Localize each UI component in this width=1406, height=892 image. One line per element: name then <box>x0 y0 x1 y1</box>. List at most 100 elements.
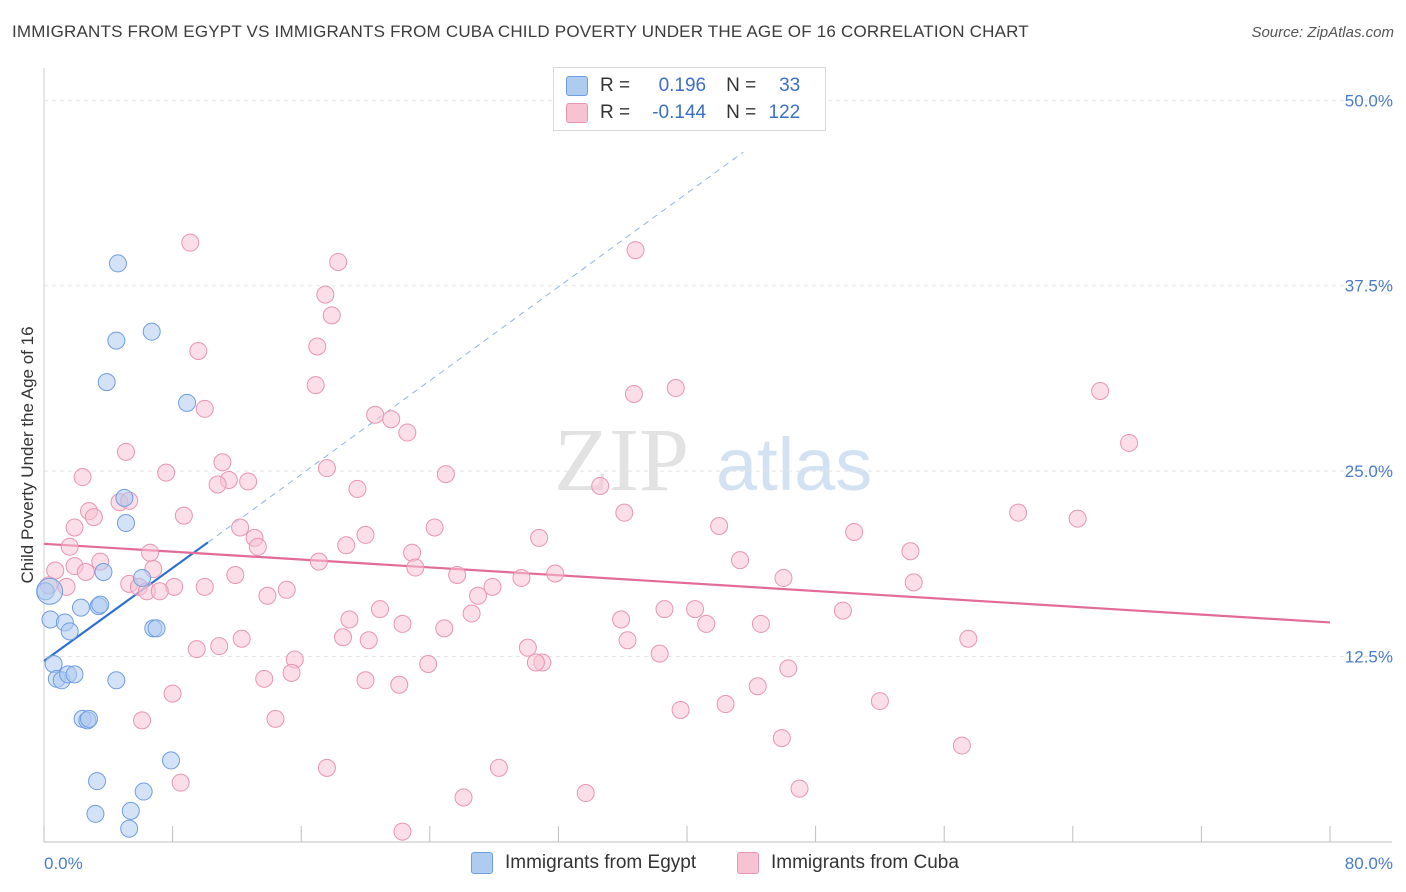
cuba-point <box>356 525 375 544</box>
cuba-point <box>46 561 65 580</box>
cuba-point <box>333 628 352 647</box>
cuba-point <box>157 463 176 482</box>
cuba-point <box>546 564 565 583</box>
cuba-point <box>308 337 327 356</box>
bottom-legend-cuba: Immigrants from Cuba <box>737 852 959 874</box>
cuba-point <box>393 614 412 633</box>
cuba-point <box>526 653 545 672</box>
cuba-point <box>316 285 335 304</box>
cuba-point <box>959 629 978 648</box>
cuba-point <box>317 758 336 777</box>
cuba-point <box>425 518 444 537</box>
cuba-point <box>489 758 508 777</box>
cuba-point <box>403 543 422 562</box>
cuba-point <box>141 543 160 562</box>
cuba-point <box>73 468 92 487</box>
legend-egypt-r: 0.196 <box>658 75 707 96</box>
cuba-point <box>591 476 610 495</box>
egypt-point <box>120 819 139 838</box>
egypt-point <box>71 598 90 617</box>
x-tick-label-min: 0.0% <box>44 854 83 873</box>
cuba-point <box>901 542 920 561</box>
egypt-point-cluster <box>36 577 64 605</box>
watermark: ZIP atlas <box>554 411 872 510</box>
cuba-point <box>870 692 889 711</box>
bottom-legend-egypt-label: Immigrants from Egypt <box>505 852 697 873</box>
cuba-point <box>716 695 735 714</box>
cuba-point <box>790 779 809 798</box>
watermark-zip: ZIP <box>554 411 689 510</box>
egypt-point <box>178 393 197 412</box>
watermark-atlas: atlas <box>716 423 872 506</box>
egypt-point <box>147 619 166 638</box>
cuba-point <box>845 522 864 541</box>
cuba-point <box>382 410 401 429</box>
cuba-point <box>171 773 190 792</box>
gridlines <box>44 99 1392 658</box>
egypt-trendline-extension <box>207 151 744 543</box>
legend-n-label: N = <box>726 75 757 96</box>
cuba-point <box>174 506 193 525</box>
legend-row-egypt: R = 0.196 N = 33 <box>566 74 800 98</box>
egypt-point <box>86 804 105 823</box>
cuba-point <box>329 252 348 271</box>
egypt-trendline <box>43 541 209 662</box>
bottom-legend: Immigrants from Egypt Immigrants from Cu… <box>0 852 1406 878</box>
cuba-point <box>1068 509 1087 528</box>
cuba-point <box>393 822 412 841</box>
cuba-point <box>462 604 481 623</box>
cuba-point <box>366 405 385 424</box>
cuba-point <box>317 459 336 478</box>
cuba-point <box>626 241 645 260</box>
cuba-trendline <box>43 542 1331 624</box>
cuba-point <box>163 684 182 703</box>
cuba-point <box>576 784 595 803</box>
cuba-point <box>189 341 208 360</box>
cuba-point <box>697 614 716 633</box>
cuba-point <box>306 376 325 395</box>
source-label: Source: ZipAtlas.com <box>1251 24 1394 41</box>
cuba-point <box>419 654 438 673</box>
x-tick-label-max: 80.0% <box>1345 854 1393 873</box>
cuba-point <box>448 565 467 584</box>
cuba-point <box>612 610 631 629</box>
cuba-point <box>624 384 643 403</box>
egypt-point <box>107 671 126 690</box>
egypt-point <box>44 654 63 673</box>
cuba-point <box>904 573 923 592</box>
egypt-point <box>107 331 126 350</box>
cuba-point <box>181 233 200 252</box>
legend-row-cuba: R = -0.144 N = 122 <box>566 101 800 125</box>
y-axis-label: Child Poverty Under the Age of 16 <box>18 326 37 583</box>
cuba-point <box>255 669 274 688</box>
legend-cuba-r: -0.144 <box>652 102 707 123</box>
cuba-point <box>435 619 454 638</box>
cuba-point <box>833 601 852 620</box>
cuba-point <box>277 580 296 599</box>
cuba-point <box>390 675 409 694</box>
cuba-point <box>710 517 729 536</box>
cuba-point <box>195 399 214 418</box>
bottom-legend-egypt: Immigrants from Egypt <box>471 852 696 874</box>
cuba-point <box>650 644 669 663</box>
egypt-point <box>80 709 99 728</box>
chart-title: IMMIGRANTS FROM EGYPT VS IMMIGRANTS FROM… <box>12 22 1029 41</box>
cuba-point <box>208 475 227 494</box>
egypt-point <box>60 622 79 641</box>
cuba-point <box>282 663 301 682</box>
correlation-legend: R = 0.196 N = 33 R = -0.144 N = 122 <box>553 67 826 131</box>
cuba-point <box>615 503 634 522</box>
egypt-point <box>142 322 161 341</box>
y-tick-label: 25.0% <box>1345 462 1393 481</box>
cuba-point <box>779 659 798 678</box>
tick-labels: 0.0% 80.0% 12.5% 25.0% 37.5% 50.0% <box>44 91 1393 873</box>
egypt-point <box>94 563 113 582</box>
trendlines <box>43 151 1331 662</box>
cuba-point <box>187 640 206 659</box>
cuba-point <box>748 677 767 696</box>
cuba-point <box>436 465 455 484</box>
cuba-point <box>618 631 637 650</box>
series-egypt-points <box>36 254 197 838</box>
cuba-point <box>398 423 417 442</box>
y-tick-label: 50.0% <box>1345 91 1393 110</box>
